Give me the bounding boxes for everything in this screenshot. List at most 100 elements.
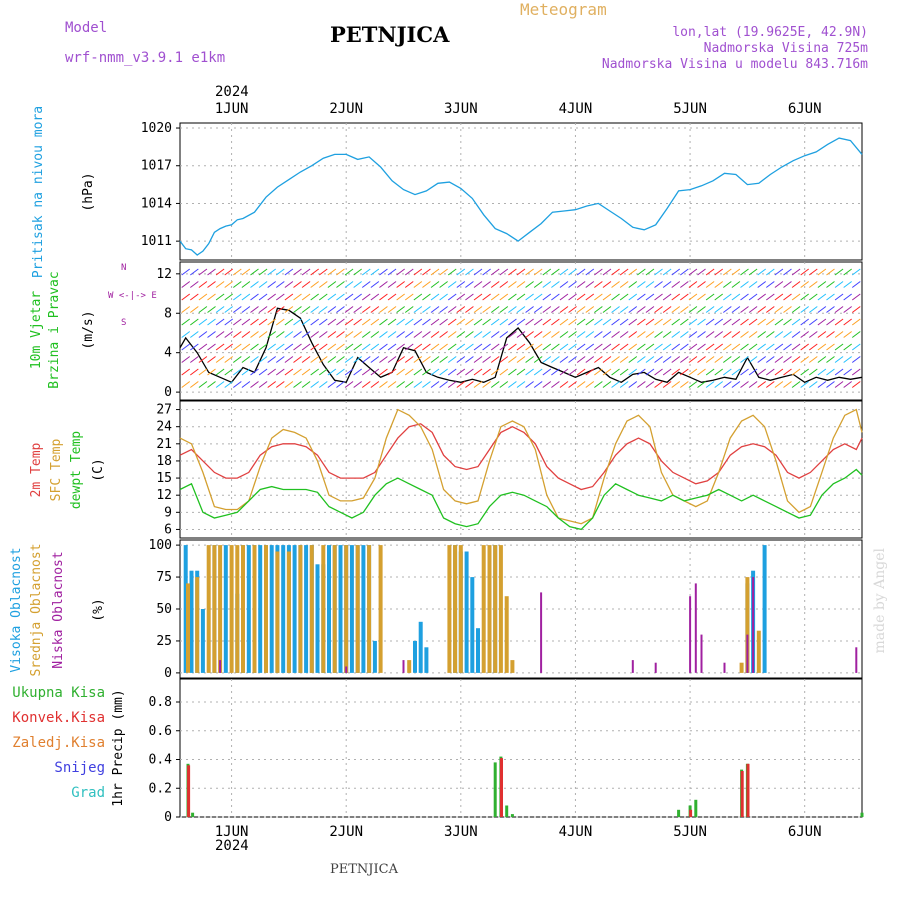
wind-barb xyxy=(723,331,732,338)
wind-barb xyxy=(275,331,285,338)
wind-barb xyxy=(190,293,199,301)
x-day-label-top: 5JUN xyxy=(673,101,707,117)
wind-barb xyxy=(697,306,706,313)
precip-legend-4: Grad xyxy=(71,785,105,801)
wind-barb xyxy=(327,381,337,388)
wind-barb xyxy=(843,293,852,301)
wind-barb xyxy=(258,331,268,338)
wind-barb xyxy=(697,318,706,326)
wind-barb xyxy=(404,281,414,288)
year-top: 2024 xyxy=(215,84,249,100)
wind-barb xyxy=(688,306,698,313)
wind-barb xyxy=(671,368,681,376)
wind-barb xyxy=(576,368,586,376)
wind-barb xyxy=(473,318,483,326)
wind-barb xyxy=(680,268,689,276)
wind-barb xyxy=(370,268,380,276)
wind-barb xyxy=(224,306,234,313)
bar-clouds-2 xyxy=(540,592,543,673)
wind-barb xyxy=(680,356,689,363)
wind-barb xyxy=(568,356,577,363)
wind-barb xyxy=(645,331,655,338)
wind-barb xyxy=(336,343,345,351)
wind-barb xyxy=(783,343,792,351)
wind-barb xyxy=(731,381,741,388)
wind-barb xyxy=(473,293,483,301)
wind-barb xyxy=(190,356,199,363)
wind-barb xyxy=(783,331,792,338)
wind-barb xyxy=(473,368,483,376)
wind-barb xyxy=(387,281,397,288)
wind-barb xyxy=(611,318,620,326)
wind-barb xyxy=(851,318,861,326)
wind-barb xyxy=(697,356,706,363)
wind-barb xyxy=(533,268,543,276)
wind-barb xyxy=(800,381,809,388)
wind-barb xyxy=(482,368,491,376)
wind-barb xyxy=(301,381,311,388)
wind-barb xyxy=(551,268,560,276)
wind-barb xyxy=(766,343,775,351)
wind-barb xyxy=(602,368,612,376)
wind-barb xyxy=(628,268,638,276)
wind-barb xyxy=(361,381,371,388)
wind-barb xyxy=(490,318,500,326)
y-tick-label: 4 xyxy=(164,346,172,361)
wind-barb xyxy=(267,293,276,301)
wind-barb xyxy=(688,356,698,363)
wind-barb xyxy=(310,331,319,338)
wind-barb xyxy=(800,306,809,313)
wind-barb xyxy=(327,356,337,363)
wind-barb xyxy=(697,293,706,301)
wind-barb xyxy=(275,268,285,276)
wind-barb xyxy=(680,318,689,326)
wind-barb xyxy=(353,368,362,376)
wind-barb xyxy=(697,268,706,276)
y-tick-label: 6 xyxy=(164,522,172,537)
bar-clouds-1 xyxy=(458,545,463,673)
wind-barb xyxy=(353,381,362,388)
wind-barb xyxy=(301,318,311,326)
wind-barb xyxy=(671,331,681,338)
wind-barb xyxy=(594,268,603,276)
wind-barb xyxy=(533,343,543,351)
wind-barb xyxy=(301,293,311,301)
wind-barb xyxy=(791,306,801,313)
wind-barb xyxy=(318,331,328,338)
wind-barb xyxy=(826,306,835,313)
wind-barb xyxy=(190,331,199,338)
wind-barb xyxy=(774,268,784,276)
wind-barb xyxy=(301,268,311,276)
bar-clouds-0 xyxy=(258,545,263,673)
wind-barb xyxy=(611,368,620,376)
wind-barb xyxy=(404,368,414,376)
wind-barb xyxy=(757,381,767,388)
wind-barb xyxy=(447,331,457,338)
wind-barb xyxy=(628,306,638,313)
y-tick-label: 0 xyxy=(164,666,172,681)
wind-barb xyxy=(731,293,741,301)
wind-barb xyxy=(370,368,380,376)
wind-barb xyxy=(766,331,775,338)
wind-barb xyxy=(628,356,638,363)
wind-barb xyxy=(465,343,474,351)
series-line-temperature-1 xyxy=(179,408,863,525)
wind-barb xyxy=(774,281,784,288)
wind-barb xyxy=(516,381,526,388)
wind-barb xyxy=(628,343,638,351)
y-tick-label: 1017 xyxy=(141,159,172,174)
bar-clouds-1 xyxy=(286,551,291,673)
wind-barb xyxy=(310,381,319,388)
wind-barb xyxy=(628,331,638,338)
wind-barb xyxy=(482,318,491,326)
wind-barb xyxy=(404,306,414,313)
bar-clouds-1 xyxy=(275,551,280,673)
wind-barb xyxy=(456,318,466,326)
wind-barb xyxy=(671,356,681,363)
wind-barb xyxy=(662,318,672,326)
wind-barb xyxy=(439,356,448,363)
wind-barb xyxy=(387,356,397,363)
wind-barb xyxy=(327,281,337,288)
footer-station: PETNJICA xyxy=(330,862,398,877)
bar-clouds-2 xyxy=(654,662,657,673)
